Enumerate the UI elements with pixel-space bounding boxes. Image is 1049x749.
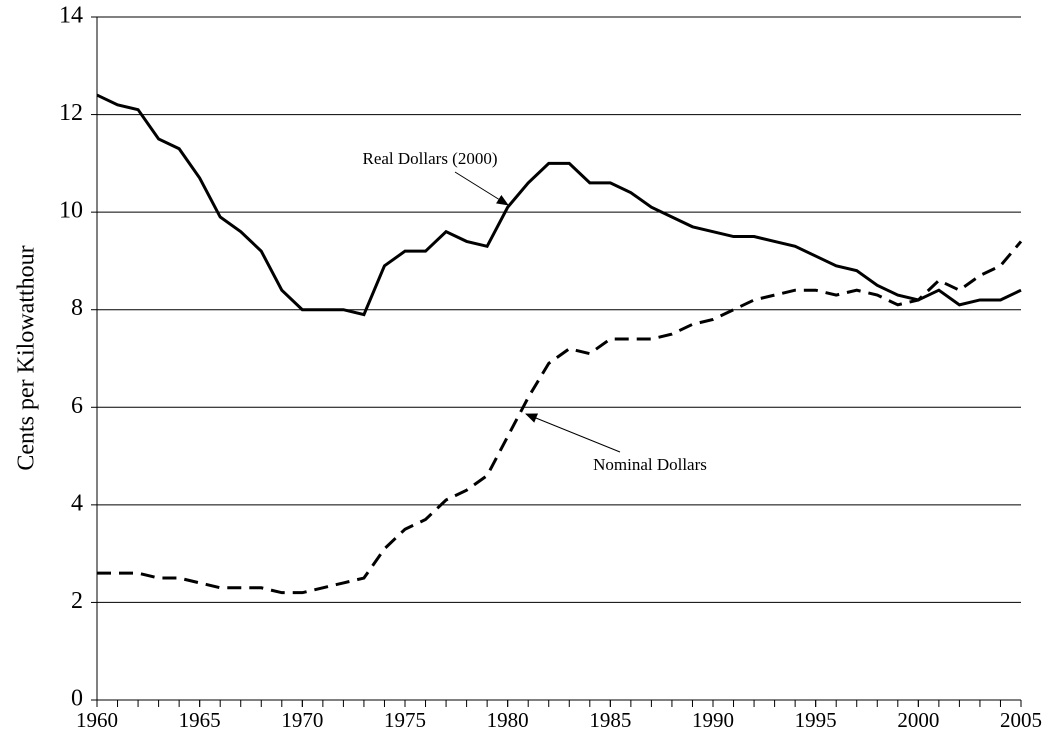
x-tick-label: 1965 — [179, 708, 221, 732]
y-tick-label: 12 — [59, 100, 83, 126]
y-tick-label: 14 — [59, 3, 83, 29]
y-tick-label: 4 — [71, 490, 83, 516]
y-tick-label: 10 — [59, 198, 83, 224]
y-axis-label: Cents per Kilowatthour — [14, 245, 40, 470]
x-tick-label: 1995 — [795, 708, 837, 732]
y-tick-label: 6 — [71, 393, 83, 419]
x-tick-label: 1980 — [487, 708, 529, 732]
annotation: Nominal Dollars — [593, 455, 707, 474]
annotation-arrow — [525, 413, 621, 453]
y-tick-label: 8 — [71, 295, 83, 321]
x-tick-label: 1970 — [281, 708, 323, 732]
x-tick-label: 1985 — [589, 708, 631, 732]
x-tick-label: 2005 — [1000, 708, 1042, 732]
y-tick-label: 2 — [71, 588, 83, 614]
x-tick-label: 1990 — [692, 708, 734, 732]
line-series — [96, 93, 1022, 317]
x-tick-label: 2000 — [897, 708, 939, 732]
line-series — [97, 240, 1023, 595]
y-tick-label: 0 — [71, 686, 83, 712]
x-tick-label: 1960 — [76, 708, 118, 732]
annotation-arrow — [454, 171, 509, 206]
annotation: Real Dollars (2000) — [362, 149, 497, 168]
x-tick-label: 1975 — [384, 708, 426, 732]
